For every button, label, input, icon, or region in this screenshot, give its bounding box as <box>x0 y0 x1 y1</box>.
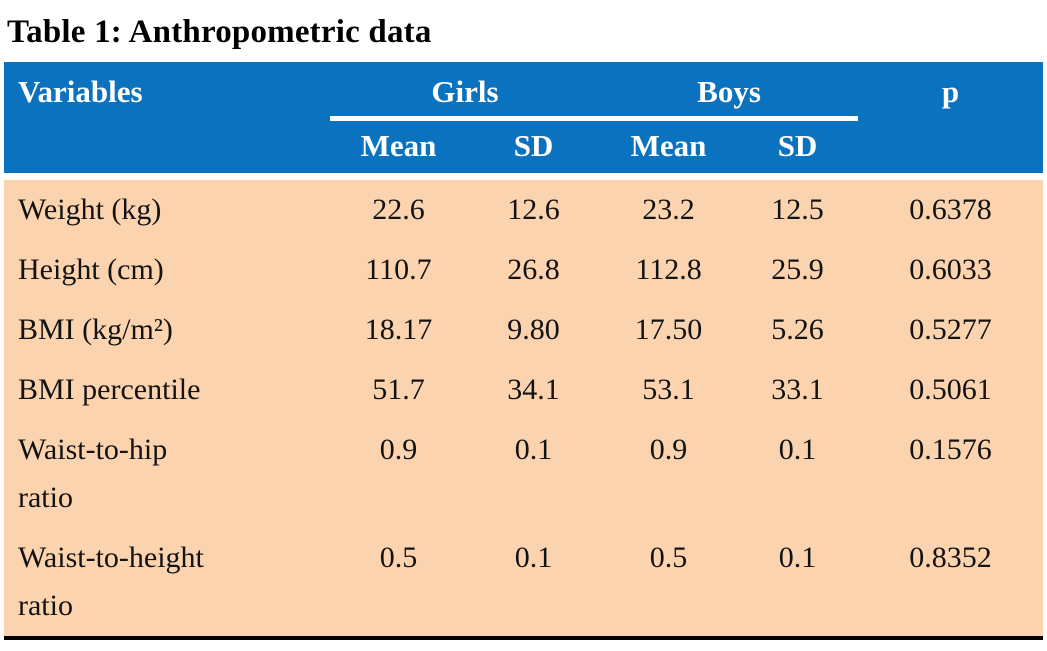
boys-sd-cell: 0.1 <box>737 528 859 636</box>
variable-cell: Height (cm) <box>4 240 330 300</box>
girls-sd-cell: 34.1 <box>467 360 601 420</box>
page: Table 1: Anthropometric data Variables G… <box>0 8 1047 651</box>
variable-cell: BMI percentile <box>4 360 330 420</box>
girls-sd-cell: 26.8 <box>467 240 601 300</box>
boys-mean-cell: 0.9 <box>600 420 738 528</box>
girls-sd-cell: 9.80 <box>467 300 601 360</box>
table-title: Table 1: Anthropometric data <box>7 14 432 50</box>
girls-mean-cell: 0.9 <box>330 420 467 528</box>
girls-mean-cell: 51.7 <box>330 360 467 420</box>
column-header-girls: Girls <box>330 62 601 121</box>
boys-mean-cell: 23.2 <box>600 180 738 240</box>
column-header-girls-mean: Mean <box>330 121 467 173</box>
girls-sd-cell: 0.1 <box>467 420 601 528</box>
boys-sd-cell: 12.5 <box>737 180 859 240</box>
girls-sd-cell: 0.1 <box>467 528 601 636</box>
p-value-cell: 0.6033 <box>858 240 1044 300</box>
boys-sd-cell: 5.26 <box>737 300 859 360</box>
column-header-boys: Boys <box>600 62 859 121</box>
boys-sd-cell: 0.1 <box>737 420 859 528</box>
p-value-cell: 0.6378 <box>858 180 1044 240</box>
column-header-p: p <box>858 62 1044 173</box>
table-body: Weight (kg) 22.6 12.6 23.2 12.5 0.6378 H… <box>4 173 1044 636</box>
header-row-sub: Mean SD Mean SD <box>4 121 1043 173</box>
girls-mean-cell: 0.5 <box>330 528 467 636</box>
variable-cell: Waist-to-height ratio <box>4 528 330 636</box>
column-header-boys-sd: SD <box>737 121 859 173</box>
variable-cell: Weight (kg) <box>4 180 330 240</box>
column-header-girls-sd: SD <box>467 121 601 173</box>
boys-mean-cell: 53.1 <box>600 360 738 420</box>
header-row-groups: Variables Girls Boys p <box>4 62 1044 173</box>
p-value-cell: 0.8352 <box>858 528 1044 636</box>
boys-sd-cell: 25.9 <box>737 240 859 300</box>
p-value-cell: 0.1576 <box>858 420 1044 528</box>
girls-mean-cell: 110.7 <box>330 240 467 300</box>
table-row: BMI (kg/m²) 18.17 9.80 17.50 5.26 0.5277 <box>4 300 1044 360</box>
p-value-cell: 0.5061 <box>858 360 1044 420</box>
anthropometric-table: Variables Girls Boys p Mean SD Mean SD W… <box>4 62 1044 640</box>
column-header-variables: Variables <box>4 62 330 173</box>
table-header: Variables Girls Boys p Mean SD Mean SD <box>4 62 1044 173</box>
boys-mean-cell: 17.50 <box>600 300 738 360</box>
table-row: BMI percentile 51.7 34.1 53.1 33.1 0.506… <box>4 360 1044 420</box>
boys-mean-cell: 112.8 <box>600 240 738 300</box>
boys-mean-cell: 0.5 <box>600 528 738 636</box>
girls-mean-cell: 18.17 <box>330 300 467 360</box>
girls-mean-cell: 22.6 <box>330 180 467 240</box>
variable-cell: Waist-to-hip ratio <box>4 420 330 528</box>
boys-sd-cell: 33.1 <box>737 360 859 420</box>
variable-cell: BMI (kg/m²) <box>4 300 330 360</box>
table-row: Waist-to-height ratio 0.5 0.1 0.5 0.1 0.… <box>4 528 1044 636</box>
p-value-cell: 0.5277 <box>858 300 1044 360</box>
table-row: Height (cm) 110.7 26.8 112.8 25.9 0.6033 <box>4 240 1044 300</box>
girls-sd-cell: 12.6 <box>467 180 601 240</box>
table-row: Weight (kg) 22.6 12.6 23.2 12.5 0.6378 <box>4 180 1044 240</box>
column-header-boys-mean: Mean <box>600 121 738 173</box>
table-row: Waist-to-hip ratio 0.9 0.1 0.9 0.1 0.157… <box>4 420 1044 528</box>
